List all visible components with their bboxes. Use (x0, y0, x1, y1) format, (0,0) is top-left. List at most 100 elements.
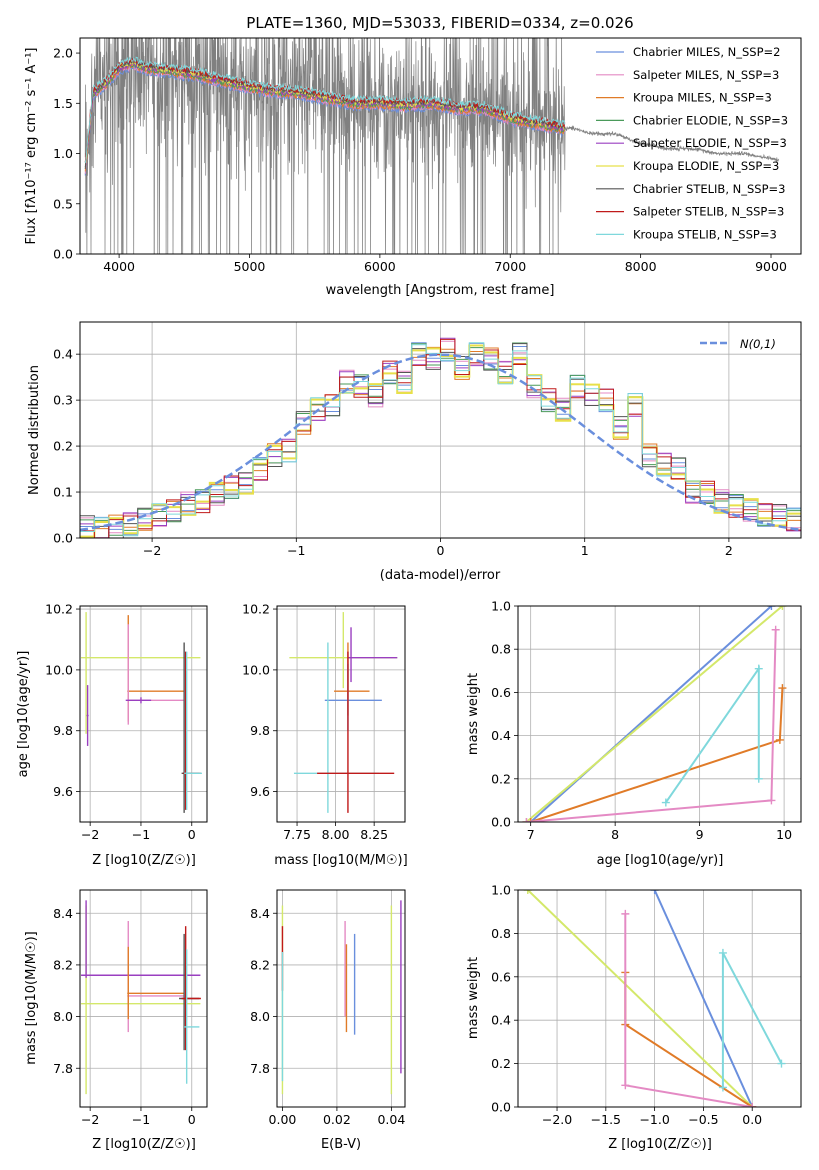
y-tick-label: 10.2 (242, 602, 270, 617)
y-tick-label: 0.0 (53, 247, 73, 262)
residuals-panel: −2 −1 0 1 2 0.0 0.1 0.2 0.3 0.4 N(0,1) (53, 321, 802, 558)
legend-label: Salpeter MILES, N_SSP=3 (633, 68, 779, 82)
histogram-step (80, 342, 801, 537)
x-tick-label: 7 (527, 827, 535, 842)
y-tick-label: 0.8 (491, 926, 511, 941)
y-tick-label: 10.2 (45, 602, 73, 617)
age-vs-z-xlabel: Z [log10(Z/Z☉)] (92, 853, 196, 868)
x-tick-label: 0.02 (323, 1112, 351, 1127)
x-tick-label: 8000 (625, 259, 657, 274)
mass-weight-line (525, 606, 784, 822)
plot-area (81, 612, 202, 813)
x-tick-label: 5000 (234, 259, 266, 274)
plot-area (523, 890, 786, 1107)
mass-weight-line (530, 606, 773, 822)
x-tick-label: 6000 (364, 259, 396, 274)
plot-area (289, 612, 398, 813)
mass-vs-z-xlabel: Z [log10(Z/Z☉)] (92, 1137, 196, 1152)
x-tick-label: 8 (611, 827, 619, 842)
mass-weight-marker (778, 606, 787, 610)
x-tick-label: −2.0 (542, 1112, 572, 1127)
x-tick-label: −1.5 (591, 1112, 621, 1127)
axes-frame (517, 889, 802, 1108)
y-tick-label: 1.5 (53, 96, 73, 111)
plot-area (81, 900, 201, 1095)
legend-label: Salpeter ELODIE, N_SSP=3 (633, 136, 787, 150)
axes-frame (79, 889, 208, 1108)
x-tick-label: 0.04 (377, 1112, 405, 1127)
mass-weight-marker (767, 796, 776, 805)
mass-weight-marker (775, 735, 784, 744)
mass-weight-vs-age-ylabel: mass weight (466, 673, 481, 755)
legend-label: Kroupa ELODIE, N_SSP=3 (633, 159, 779, 173)
y-tick-label: 10.0 (242, 662, 270, 677)
x-tick-label: −1 (132, 827, 150, 842)
y-tick-label: 0.6 (491, 685, 511, 700)
y-tick-label: 10.0 (45, 662, 73, 677)
mass-weight-marker (718, 948, 727, 957)
mass-vs-ebv-xlabel: E(B-V) (321, 1137, 361, 1152)
age-vs-mass-xlabel: mass [log10(M/M☉)] (274, 853, 407, 868)
y-tick-label: 8.2 (250, 957, 270, 972)
y-tick-label: 0.2 (491, 1056, 511, 1071)
x-tick-label: 0.00 (269, 1112, 297, 1127)
y-tick-label: 1.0 (53, 146, 73, 161)
residuals-ylabel: Normed distribution (27, 365, 42, 495)
age-vs-mass-panel: 7.75 8.00 8.25 9.6 9.8 10.0 10.2 (242, 602, 406, 842)
mass-weight-vs-z-ylabel: mass weight (466, 957, 481, 1039)
mass-weight-marker (771, 625, 780, 634)
mass-weight-marker (621, 909, 630, 918)
y-tick-label: 0.2 (53, 439, 73, 454)
mass-weight-marker (523, 890, 532, 894)
y-tick-label: 8.0 (250, 1009, 270, 1024)
y-tick-label: 1.0 (491, 599, 511, 614)
x-tick-label: 10 (776, 827, 792, 842)
y-tick-label: 9.8 (53, 723, 73, 738)
y-tick-label: 8.4 (250, 906, 270, 921)
plot-area (281, 900, 402, 1095)
legend-label: Chabrier STELIB, N_SSP=3 (633, 182, 785, 196)
y-tick-label: 0.0 (491, 1100, 511, 1115)
y-tick-label: 7.8 (53, 1061, 73, 1076)
age-vs-z-ylabel: age [log10(age/yr)] (16, 651, 31, 778)
mass-weight-vs-z-panel: −2.0 −1.5 −1.0 −0.5 0.0 0.0 0.2 0.4 0.6 0.8 1.0 (491, 883, 802, 1127)
axes-frame (79, 37, 802, 255)
plot-area (522, 606, 787, 822)
mass-weight-marker (754, 774, 763, 783)
y-tick-label: 8.0 (53, 1009, 73, 1024)
mass-weight-line (653, 890, 754, 1107)
x-tick-label: 0 (437, 543, 445, 558)
mass-vs-z-panel: −2 −1 0 7.8 8.0 8.2 8.4 (53, 889, 208, 1127)
mass-weight-marker (526, 818, 535, 822)
normal-curve (80, 353, 801, 532)
x-tick-label: 1 (581, 543, 589, 558)
histogram-step (80, 338, 801, 538)
x-tick-label: −0.5 (688, 1112, 718, 1127)
x-tick-label: 8.25 (360, 827, 388, 842)
y-tick-label: 0.4 (491, 728, 511, 743)
x-tick-label: −1 (132, 1112, 150, 1127)
y-tick-label: 0.3 (53, 393, 73, 408)
mass-weight-marker (621, 1081, 630, 1090)
y-tick-label: 0.8 (491, 642, 511, 657)
mass-weight-marker (778, 684, 787, 693)
y-tick-label: 0.4 (491, 1013, 511, 1028)
spectrum-title: PLATE=1360, MJD=53033, FIBERID=0334, z=0… (246, 14, 633, 32)
mass-weight-marker (661, 798, 670, 807)
legend-label: Kroupa STELIB, N_SSP=3 (633, 227, 777, 241)
y-tick-label: 0.6 (491, 969, 511, 984)
plot-area (80, 337, 801, 538)
legend-label: Chabrier MILES, N_SSP=2 (633, 45, 780, 59)
mass-weight-marker (650, 890, 659, 894)
mass-weight-vs-z-xlabel: Z [log10(Z/Z☉)] (608, 1137, 712, 1152)
axes-frame (79, 605, 208, 823)
y-tick-label: 0.0 (491, 815, 511, 830)
y-tick-label: 2.0 (53, 46, 73, 61)
x-tick-label: 8.00 (322, 827, 350, 842)
mass-weight-marker (754, 664, 763, 673)
age-vs-z-panel: −2 −1 0 9.6 9.8 10.0 10.2 (45, 602, 208, 842)
mass-weight-marker (748, 1103, 757, 1107)
x-tick-label: −2 (143, 543, 161, 558)
x-tick-label: 0 (188, 827, 196, 842)
